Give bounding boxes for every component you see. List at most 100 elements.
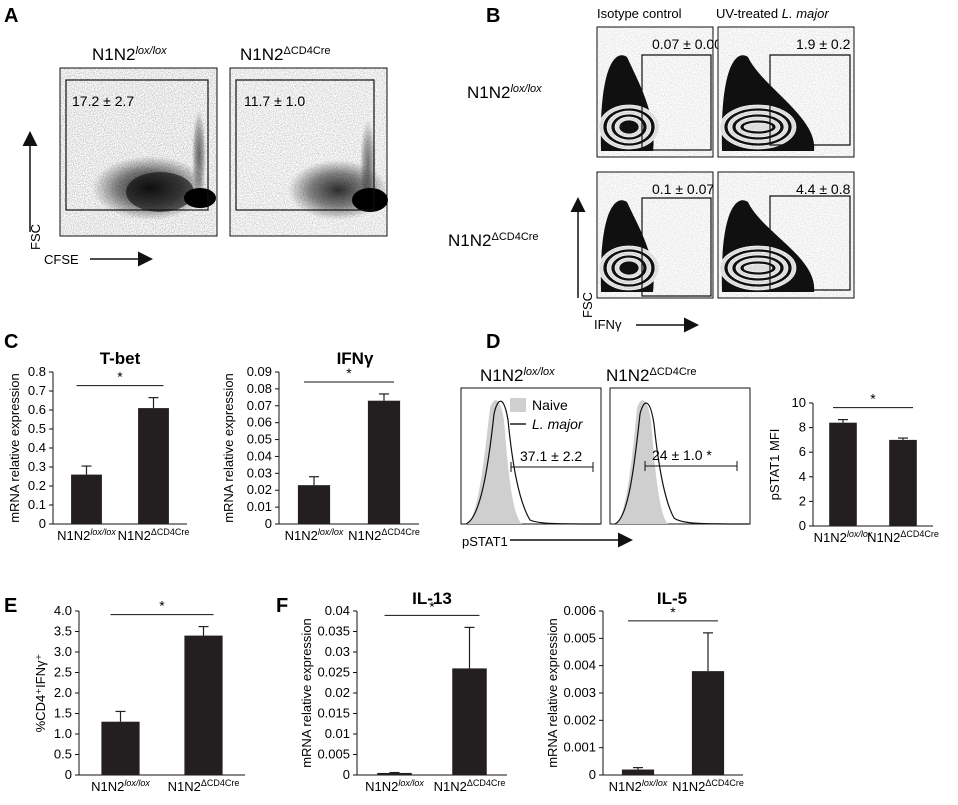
y-tick-label: 0.4 [28,440,46,455]
bar-chart-c-tbet: 0 0.1 0.2 0.3 0.4 0.5 0.6 0.7 0.8 mRNA relative e… [7,349,189,543]
b-contour-plot-4: 4.4 ± 0.8 [717,171,855,299]
panel-letter-e: E [4,595,17,617]
y-tick-label: 0 [343,767,350,782]
bar-lox [377,772,412,775]
bar-cre [184,635,223,775]
bar-chart-f-il13: 0 0.005 0.01 0.015 0.02 0.025 0.03 0.035 0.04 mRN… [299,589,507,794]
y-tick-label: 2.5 [54,665,72,680]
y-tick-label: 4 [799,469,806,484]
y-tick-label: 4.0 [54,603,72,618]
a-title-cre: N1N2ΔCD4Cre [240,45,331,64]
d-legend-naive-swatch [510,398,526,412]
category-label-lox: N1N2lox/lox [609,778,668,794]
panel-letter-a: A [4,5,18,27]
bar-lox [297,485,331,524]
y-tick-label: 0.015 [317,706,350,721]
panel-letter-c: C [4,331,18,353]
d-hist-value-lox: 37.1 ± 2.2 [520,448,582,464]
a-axis-x-label: CFSE [44,252,79,267]
y-tick-label: 0.5 [54,747,72,762]
category-label-lox: N1N2lox/lox [365,778,424,794]
b-contour-plot-1: 0.07 ± 0.007 [596,26,730,158]
y-tick-label: 0.04 [247,448,272,463]
y-tick-label: 0.003 [563,685,596,700]
y-tick-label: 0.001 [563,740,596,755]
a-title-lox: N1N2lox/lox [92,45,167,64]
y-tick-label: 3.5 [54,624,72,639]
y-tick-label: 3.0 [54,644,72,659]
bar-cre [452,668,487,775]
b-row-title-cre: N1N2ΔCD4Cre [448,231,539,250]
y-tick-label: 0.035 [317,624,350,639]
b-gate-value-3: 0.1 ± 0.07 [652,181,714,197]
y-tick-label: 1.5 [54,706,72,721]
category-label-cre: N1N2ΔCD4Cre [867,529,939,545]
category-label-cre: N1N2ΔCD4Cre [168,778,240,794]
a-axis-y-label: FSC [28,224,43,250]
b-row-title-lox: N1N2lox/lox [467,83,542,102]
significance-star: * [117,369,123,385]
category-label-lox: N1N2lox/lox [91,778,150,794]
b-contour-plot-3: 0.1 ± 0.07 [596,171,714,299]
a-gate-value-lox: 17.2 ± 2.7 [72,93,134,109]
y-tick-label: 0.002 [563,712,596,727]
y-tick-label: 0.02 [247,482,272,497]
category-label-lox: N1N2lox/lox [285,527,344,543]
y-tick-label: 2.0 [54,685,72,700]
bar-cre [889,439,917,526]
bar-lox [829,422,857,526]
y-axis-label: mRNA relative expression [299,618,314,768]
bar-cre [691,671,725,775]
category-label-cre: N1N2ΔCD4Cre [434,778,506,794]
y-tick-label: 0.5 [28,421,46,436]
y-tick-label: 0.02 [325,685,350,700]
y-axis-label: mRNA relative expression [7,373,22,523]
chart-title: IL-13 [412,589,452,608]
y-tick-label: 0.06 [247,415,272,430]
chart-title: IL-5 [657,589,687,608]
category-label-lox: N1N2lox/lox [57,527,116,543]
significance-star: * [159,598,165,614]
y-tick-label: 0 [265,516,272,531]
panel-d: D N1N2lox/lox N1N2ΔCD4Cre 37.1 ± 2.2 Nai… [460,331,751,549]
y-tick-label: 0.01 [247,499,272,514]
y-tick-label: 0.1 [28,497,46,512]
y-tick-label: 0.7 [28,383,46,398]
d-legend-naive: Naive [532,397,568,413]
d-hist-value-cre: 24 ± 1.0 * [652,447,712,463]
chart-title: IFNγ [337,349,374,368]
d-title-cre: N1N2ΔCD4Cre [606,366,697,385]
category-label-cre: N1N2ΔCD4Cre [672,778,744,794]
y-tick-label: 0.08 [247,381,272,396]
y-tick-label: 0.025 [317,665,350,680]
y-tick-label: 0.03 [325,644,350,659]
bar-lox [101,721,140,775]
y-tick-label: 0 [799,518,806,533]
panel-a: A N1N2lox/lox N1N2ΔCD4Cre 17.2 ± 2.7 11.… [4,5,388,267]
a-dotplot-cre: 11.7 ± 1.0 [229,67,388,237]
y-tick-label: 0.004 [563,658,596,673]
y-tick-label: 2 [799,493,806,508]
y-tick-label: 0.005 [563,630,596,645]
bar-cre [138,408,169,524]
y-tick-label: 0.006 [563,603,596,618]
y-tick-label: 0 [39,516,46,531]
significance-star: * [870,391,876,407]
bar-lox [71,474,102,524]
y-tick-label: 0.005 [317,747,350,762]
d-axis-x-label: pSTAT1 [462,534,508,549]
y-tick-label: 10 [792,395,806,410]
y-tick-label: 0.01 [325,726,350,741]
y-tick-label: 0.09 [247,364,272,379]
bar-cre [367,400,401,524]
bar-charts: 0 0.1 0.2 0.3 0.4 0.5 0.6 0.7 0.8 mRNA relative e… [7,349,939,794]
b-col-title-isotype: Isotype control [597,6,682,21]
significance-star: * [346,365,352,381]
d-title-lox: N1N2lox/lox [480,366,555,385]
y-tick-label: 0.6 [28,402,46,417]
y-tick-label: 0.05 [247,432,272,447]
y-axis-label: mRNA relative expression [221,373,236,523]
